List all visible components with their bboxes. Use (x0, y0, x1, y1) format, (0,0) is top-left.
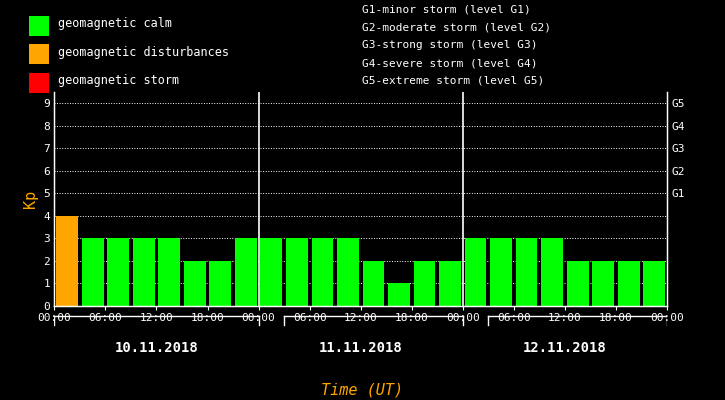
Bar (439, 261, 461, 306)
Bar (82, 238, 104, 306)
Bar (260, 238, 282, 306)
Text: G2-moderate storm (level G2): G2-moderate storm (level G2) (362, 22, 552, 32)
Bar (567, 261, 589, 306)
Bar (388, 284, 410, 306)
Text: Time (UT): Time (UT) (321, 382, 404, 398)
Bar (362, 261, 384, 306)
Text: G3-strong storm (level G3): G3-strong storm (level G3) (362, 40, 538, 50)
Bar (414, 261, 435, 306)
Text: G5-extreme storm (level G5): G5-extreme storm (level G5) (362, 76, 544, 86)
Bar (133, 238, 154, 306)
Bar (490, 238, 512, 306)
Bar (643, 261, 665, 306)
Bar (57, 216, 78, 306)
Bar (107, 238, 129, 306)
Bar (465, 238, 486, 306)
Bar (312, 238, 334, 306)
Y-axis label: Kp: Kp (23, 190, 38, 208)
Bar (592, 261, 614, 306)
Bar (337, 238, 359, 306)
FancyBboxPatch shape (29, 16, 49, 36)
Text: 11.11.2018: 11.11.2018 (319, 341, 402, 355)
Text: G1-minor storm (level G1): G1-minor storm (level G1) (362, 4, 531, 14)
Bar (618, 261, 639, 306)
Text: 12.11.2018: 12.11.2018 (523, 341, 607, 355)
Bar (235, 238, 257, 306)
Bar (210, 261, 231, 306)
FancyBboxPatch shape (29, 73, 49, 93)
Bar (158, 238, 180, 306)
Text: geomagnetic disturbances: geomagnetic disturbances (58, 46, 229, 59)
FancyBboxPatch shape (29, 44, 49, 64)
Text: geomagnetic storm: geomagnetic storm (58, 74, 179, 88)
Text: G4-severe storm (level G4): G4-severe storm (level G4) (362, 58, 538, 68)
Bar (286, 238, 307, 306)
Bar (515, 238, 537, 306)
Bar (542, 238, 563, 306)
Text: 10.11.2018: 10.11.2018 (115, 341, 199, 355)
Text: geomagnetic calm: geomagnetic calm (58, 18, 172, 30)
Bar (184, 261, 206, 306)
